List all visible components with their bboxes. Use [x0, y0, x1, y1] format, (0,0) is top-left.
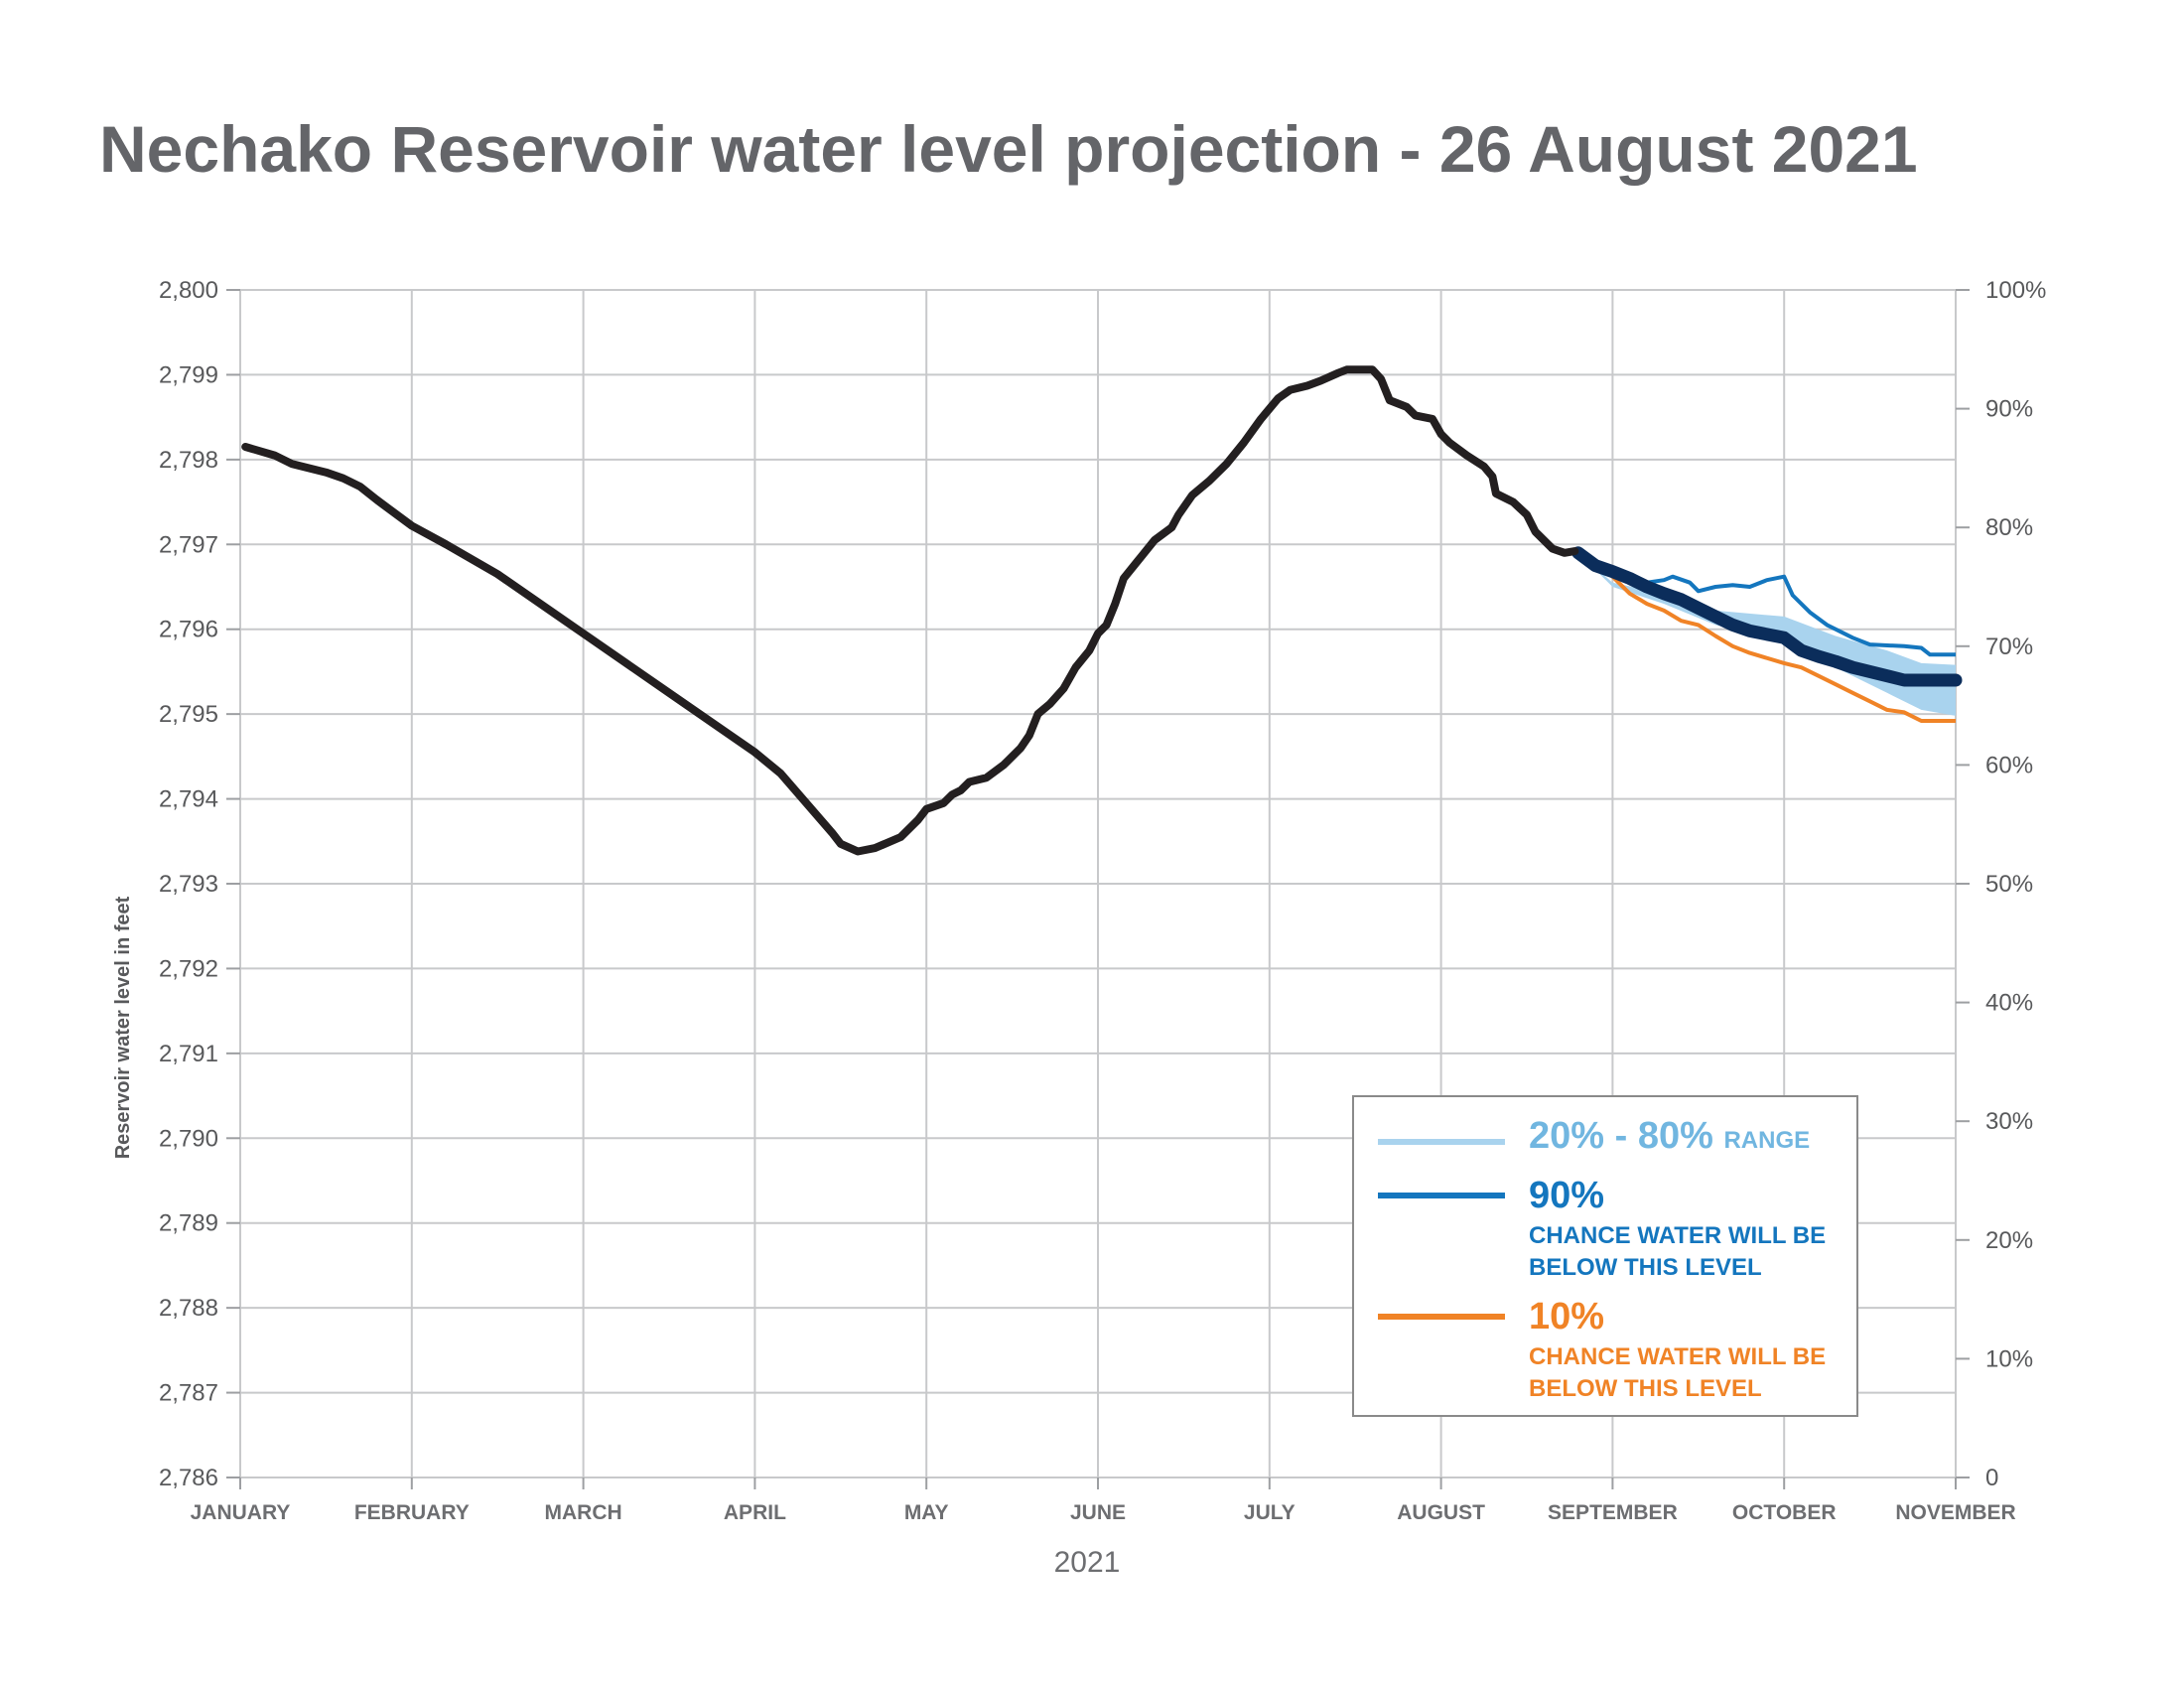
- y-tick-label: 2,799: [159, 361, 218, 388]
- y-tick-label: 2,786: [159, 1465, 218, 1491]
- y-tick-label: 2,792: [159, 955, 218, 982]
- axis-layer: 2,786 2,787 2,788 2,789 2,790 2,791 2,792 2,793…: [159, 277, 2046, 1524]
- y2-tick-label: 40%: [1985, 990, 2033, 1017]
- y-tick-label: 2,793: [159, 871, 218, 898]
- legend-p90-label: 90%: [1529, 1175, 1605, 1216]
- legend-range-label: 20% - 80%: [1529, 1115, 1713, 1157]
- x-tick-label: MARCH: [545, 1501, 622, 1524]
- x-tick-label: MAY: [904, 1501, 949, 1524]
- y-tick-label: 2,788: [159, 1295, 218, 1322]
- y-tick-label: 2,787: [159, 1380, 218, 1407]
- y2-tick-label: 70%: [1985, 633, 2033, 660]
- x-tick-label: JULY: [1244, 1501, 1296, 1524]
- series-layer: [241, 365, 1963, 856]
- series-observed-line: [241, 365, 1579, 856]
- y-tick-label: 2,798: [159, 447, 218, 474]
- y-axis-label: Reservoir water level in feet: [112, 896, 134, 1159]
- y2-tick-label: 50%: [1985, 871, 2033, 898]
- legend-range-suffix: RANGE: [1723, 1127, 1811, 1154]
- y-tick-label: 2,795: [159, 701, 218, 728]
- x-tick-label: SEPTEMBER: [1548, 1501, 1678, 1524]
- y2-tick-label: 100%: [1985, 277, 2046, 304]
- x-axis-label: 2021: [1054, 1546, 1121, 1579]
- y-tick-label: 2,800: [159, 277, 218, 304]
- x-tick-label: AUGUST: [1397, 1501, 1485, 1524]
- x-tick-label: JANUARY: [191, 1501, 291, 1524]
- y2-tick-label: 10%: [1985, 1345, 2033, 1372]
- y-tick-label: 2,796: [159, 617, 218, 643]
- legend-p10-desc: CHANCE WATER WILL BE BELOW THIS LEVEL: [1529, 1343, 1827, 1402]
- x-tick-label: JUNE: [1070, 1501, 1126, 1524]
- legend-swatch-p90: [1378, 1193, 1505, 1198]
- legend-range-title: 20% - 80% RANGE: [1529, 1115, 1810, 1158]
- chart-title: Nechako Reservoir water level projection…: [99, 112, 1918, 186]
- y-tick-label: 2,790: [159, 1125, 218, 1152]
- y-tick-label: 2,797: [159, 531, 218, 558]
- y2-tick-label: 0: [1985, 1465, 1998, 1491]
- x-tick-label: FEBRUARY: [354, 1501, 470, 1524]
- series-p10-line: [1576, 551, 1956, 723]
- x-tick-label: NOVEMBER: [1895, 1501, 2015, 1524]
- y-tick-label: 2,789: [159, 1210, 218, 1237]
- x-tick-label: OCTOBER: [1732, 1501, 1837, 1524]
- legend: 20% - 80% RANGE 90% CHANCE WATER WILL BE…: [1352, 1095, 1858, 1417]
- legend-p10-label: 10%: [1529, 1296, 1605, 1337]
- y2-tick-label: 90%: [1985, 396, 2033, 423]
- y2-tick-label: 30%: [1985, 1108, 2033, 1135]
- series-median-line: [1571, 546, 1963, 687]
- legend-swatch-p10: [1378, 1314, 1505, 1320]
- x-tick-label: APRIL: [724, 1501, 786, 1524]
- y2-tick-label: 60%: [1985, 752, 2033, 778]
- legend-p90-desc: CHANCE WATER WILL BE BELOW THIS LEVEL: [1529, 1222, 1827, 1281]
- y2-tick-label: 20%: [1985, 1227, 2033, 1254]
- y2-tick-label: 80%: [1985, 514, 2033, 541]
- legend-swatch-range: [1378, 1139, 1505, 1145]
- y-tick-label: 2,791: [159, 1041, 218, 1067]
- y-tick-label: 2,794: [159, 786, 218, 813]
